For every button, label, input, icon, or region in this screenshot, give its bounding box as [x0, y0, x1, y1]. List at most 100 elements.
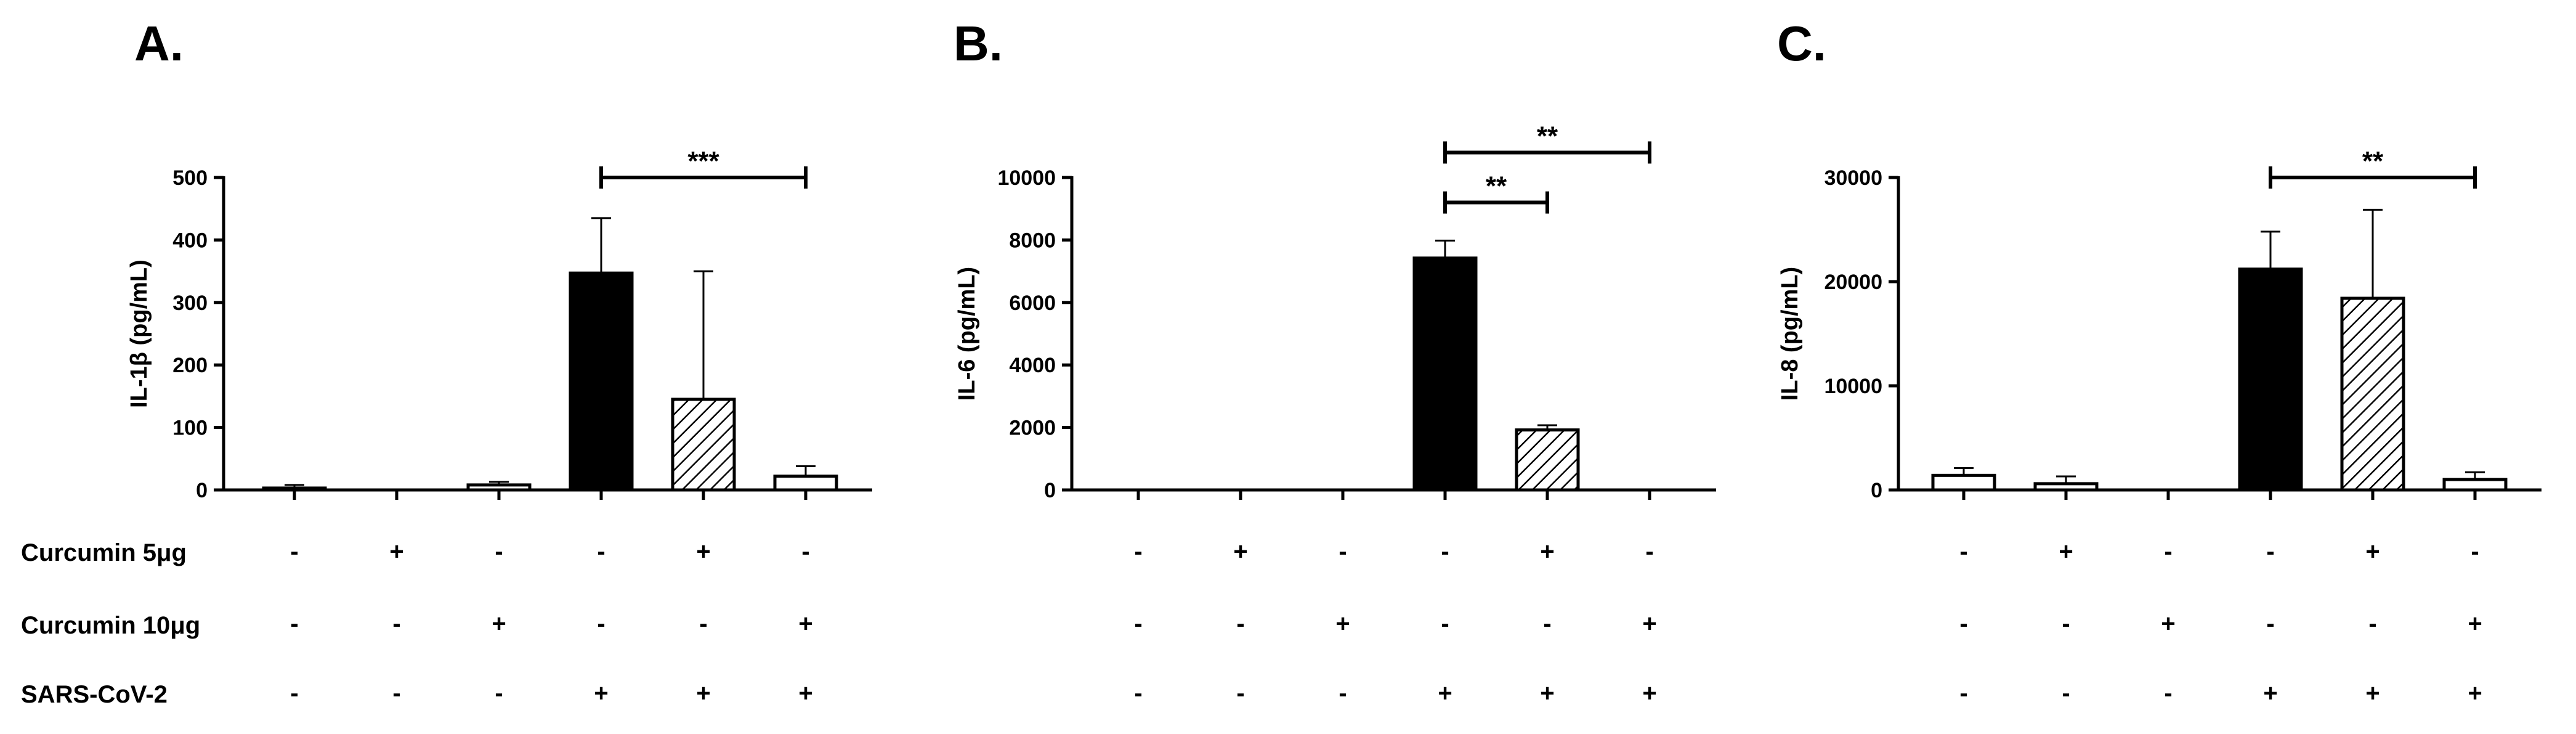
condition-sign: -: [495, 680, 503, 707]
bar: [2033, 482, 2099, 492]
bar: [1931, 473, 1996, 492]
significance-label: **: [1537, 121, 1558, 151]
condition-sign: -: [2471, 538, 2479, 565]
significance-bracket: ***: [599, 146, 808, 189]
row-label-sars-cov-2: SARS-CoV-2: [21, 681, 168, 708]
y-tick-label: 2000: [1009, 417, 1056, 440]
condition-sign: +: [1540, 538, 1554, 565]
y-tick-label: 8000: [1009, 229, 1056, 252]
condition-sign: -: [1339, 680, 1347, 707]
condition-sign: -: [1543, 610, 1551, 637]
condition-sign: -: [290, 538, 298, 565]
row-label-curcumin-10: Curcumin 10μg: [21, 612, 200, 639]
condition-sign: -: [801, 538, 809, 565]
condition-sign: +: [1540, 680, 1554, 707]
condition-sign: -: [597, 538, 605, 565]
condition-sign: -: [1645, 538, 1653, 565]
condition-sign: +: [696, 680, 710, 707]
condition-sign: +: [1438, 680, 1452, 707]
bar: [569, 271, 634, 492]
condition-sign: -: [2164, 680, 2172, 707]
condition-sign: +: [1642, 680, 1656, 707]
condition-sign: -: [1134, 680, 1142, 707]
condition-sign: +: [594, 680, 608, 707]
y-tick-label: 300: [172, 292, 208, 315]
panel-letter: C.: [1777, 16, 1826, 71]
condition-sign: -: [290, 680, 298, 707]
panel-3: C. IL-8 (pg/mL) 0 10000 20000 30000 ** - + - - + - - -…: [1777, 16, 2542, 707]
condition-sign: -: [1959, 610, 1967, 637]
y-tick-label: 10000: [1824, 375, 1882, 398]
condition-sign: -: [699, 610, 707, 637]
condition-sign: -: [1441, 538, 1449, 565]
significance-label: **: [2362, 146, 2384, 176]
condition-sign: +: [1642, 610, 1656, 637]
condition-sign: +: [696, 538, 710, 565]
condition-sign: -: [2266, 610, 2274, 637]
condition-sign: +: [492, 610, 506, 637]
condition-sign: -: [392, 680, 400, 707]
condition-sign: +: [1233, 538, 1247, 565]
condition-sign: +: [2059, 538, 2073, 565]
y-tick-label: 0: [196, 479, 208, 502]
panel-1: A. IL-1β (pg/mL) 0 100 200 300 400 500 *** - + - - + -…: [126, 16, 872, 707]
condition-sign: -: [392, 610, 400, 637]
y-tick-label: 500: [172, 166, 208, 190]
bar: [1515, 428, 1580, 492]
y-tick-label: 30000: [1824, 166, 1882, 190]
condition-sign: -: [597, 610, 605, 637]
y-tick-label: 4000: [1009, 354, 1056, 377]
condition-sign: +: [2161, 610, 2175, 637]
condition-sign: +: [2468, 680, 2482, 707]
condition-sign: -: [1339, 538, 1347, 565]
panel-2: B. IL-6 (pg/mL) 0 2000 4000 6000 8000 10000 ** **…: [954, 16, 1716, 707]
significance-label: **: [1486, 171, 1507, 202]
significance-bracket: **: [1443, 171, 1549, 214]
condition-sign: -: [2164, 538, 2172, 565]
condition-sign: +: [2263, 680, 2277, 707]
panel-letter: A.: [134, 16, 184, 71]
y-tick-label: 200: [172, 354, 208, 377]
condition-sign: -: [2062, 610, 2070, 637]
significance-bracket: **: [2269, 146, 2477, 189]
condition-sign: -: [1959, 680, 1967, 707]
condition-sign: +: [389, 538, 403, 565]
bar: [466, 483, 532, 492]
condition-sign: -: [1134, 610, 1142, 637]
condition-sign: -: [1134, 538, 1142, 565]
y-axis-label: IL-8 (pg/mL): [1777, 267, 1803, 401]
condition-sign: -: [2368, 610, 2376, 637]
condition-sign: +: [798, 680, 812, 707]
y-tick-label: 20000: [1824, 271, 1882, 294]
condition-sign: -: [2266, 538, 2274, 565]
condition-sign: +: [1335, 610, 1350, 637]
condition-sign: -: [1441, 610, 1449, 637]
y-tick-label: 100: [172, 417, 208, 440]
bar: [262, 486, 327, 492]
condition-sign: +: [2468, 610, 2482, 637]
condition-sign: -: [1236, 680, 1244, 707]
row-label-curcumin-5: Curcumin 5μg: [21, 539, 187, 566]
y-tick-label: 0: [1044, 479, 1056, 502]
bar: [1412, 256, 1478, 492]
condition-sign: -: [2062, 680, 2070, 707]
y-tick-label: 400: [172, 229, 208, 252]
condition-sign: -: [1236, 610, 1244, 637]
y-tick-label: 10000: [997, 166, 1056, 190]
bar: [2340, 296, 2405, 492]
significance-label: ***: [687, 146, 719, 176]
condition-sign: -: [290, 610, 298, 637]
y-tick-label: 0: [1871, 479, 1882, 502]
y-axis-label: IL-1β (pg/mL): [126, 259, 152, 408]
significance-bracket: **: [1443, 121, 1651, 164]
condition-sign: -: [1959, 538, 1967, 565]
panel-letter: B.: [954, 16, 1003, 71]
bar: [2238, 267, 2303, 492]
condition-sign: -: [495, 538, 503, 565]
condition-sign: +: [2365, 538, 2380, 565]
y-tick-label: 6000: [1009, 292, 1056, 315]
panels: A. IL-1β (pg/mL) 0 100 200 300 400 500 *** - + - - + -…: [126, 16, 2542, 707]
y-axis-label: IL-6 (pg/mL): [954, 267, 980, 401]
condition-sign: +: [2365, 680, 2380, 707]
